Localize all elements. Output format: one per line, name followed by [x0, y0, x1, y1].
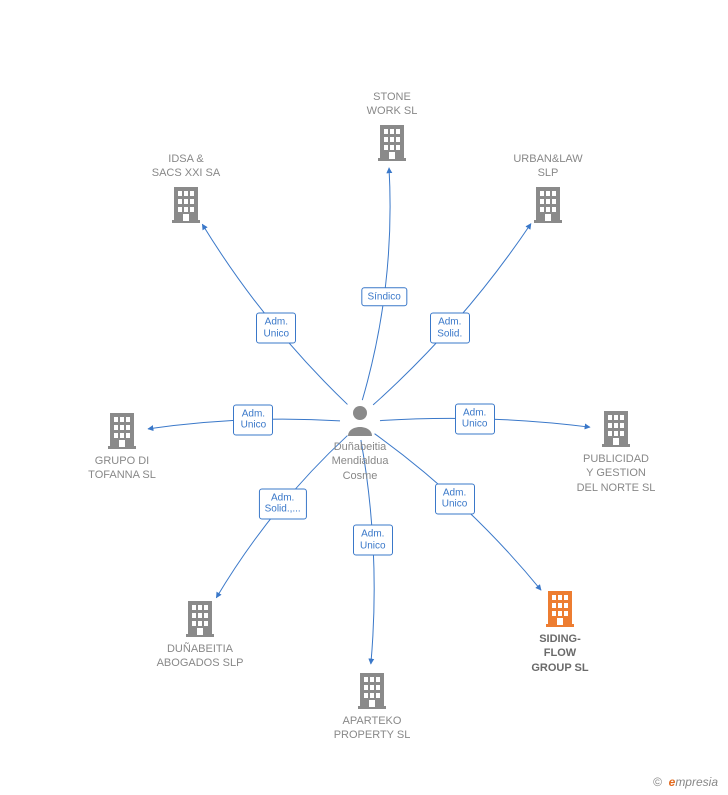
- person-icon: [346, 404, 374, 436]
- building-icon: [356, 671, 388, 709]
- edge-label: Adm. Unico: [233, 404, 273, 435]
- building-icon: [184, 599, 216, 637]
- building-icon: [600, 409, 632, 447]
- node-label: APARTEKO PROPERTY SL: [317, 714, 427, 743]
- building-icon: [544, 589, 576, 627]
- edge-label: Adm. Unico: [455, 403, 495, 434]
- building-icon: [532, 185, 564, 223]
- brand-rest: mpresia: [675, 775, 718, 789]
- edge-label: Síndico: [361, 287, 406, 307]
- node-label: URBAN&LAW SLP: [493, 152, 603, 181]
- edge-label: Adm. Solid.: [430, 313, 470, 344]
- edge-label: Adm. Unico: [353, 525, 393, 556]
- building-icon: [106, 411, 138, 449]
- node-label: PUBLICIDAD Y GESTION DEL NORTE SL: [561, 452, 671, 495]
- copyright-symbol: ©: [653, 775, 662, 789]
- copyright-footer: © empresia: [653, 775, 718, 789]
- edge-path: [362, 168, 390, 400]
- node-label: IDSA & SACS XXI SA: [131, 152, 241, 181]
- center-node-label: Duñabeitia Mendialdua Cosme: [305, 440, 415, 483]
- edge-label: Adm. Unico: [435, 483, 475, 514]
- building-icon: [376, 123, 408, 161]
- edge-label: Adm. Unico: [256, 313, 296, 344]
- edge-label: Adm. Solid.,...: [259, 488, 307, 519]
- node-label: STONE WORK SL: [337, 90, 447, 119]
- node-label: GRUPO DI TOFANNA SL: [67, 454, 177, 483]
- building-icon: [170, 185, 202, 223]
- node-label: DUÑABEITIA ABOGADOS SLP: [145, 642, 255, 671]
- node-label: SIDING- FLOW GROUP SL: [505, 632, 615, 675]
